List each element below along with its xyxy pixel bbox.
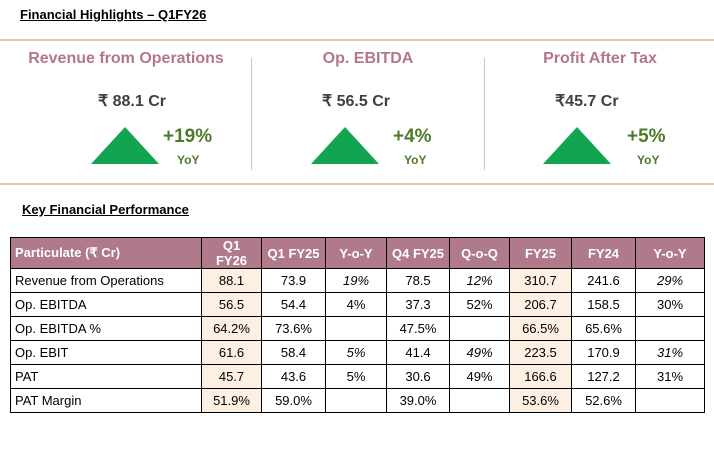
table-cell: 170.9 (571, 340, 636, 365)
table-cell: 45.7 (201, 364, 262, 389)
kpi-period: YoY (177, 153, 200, 167)
table-cell: 53.6% (509, 388, 572, 413)
table-cell (635, 388, 705, 413)
table-cell: 223.5 (509, 340, 572, 365)
table-cell: 58.4 (261, 340, 326, 365)
table-cell (325, 316, 387, 341)
column-header: Q-o-Q (449, 237, 510, 269)
table-cell: 73.6% (261, 316, 326, 341)
kpi-label: Op. EBITDA (322, 50, 414, 67)
page-title: Financial Highlights – Q1FY26 (20, 7, 207, 22)
table-cell: 88.1 (201, 268, 262, 293)
financial-table: Particulate (₹ Cr) Q1 FY26 Q1 FY25 Y-o-Y… (10, 237, 705, 413)
table-cell: 73.9 (261, 268, 326, 293)
table-cell: 65.6% (571, 316, 636, 341)
table-cell: 19% (325, 268, 387, 293)
kpi-change: +5% (627, 126, 666, 147)
kpi-change: +4% (393, 126, 432, 147)
table-cell: PAT Margin (10, 388, 202, 413)
table-cell: 241.6 (571, 268, 636, 293)
table-cell: 31% (635, 364, 705, 389)
up-arrow-icon (311, 127, 379, 164)
table-cell: 310.7 (509, 268, 572, 293)
table-cell: 49% (449, 364, 510, 389)
kpi-value: ₹ 88.1 Cr (98, 93, 166, 110)
table-cell: 30% (635, 292, 705, 317)
column-header: FY25 (509, 237, 572, 269)
table-row: Op. EBITDA % 64.2% 73.6% 47.5% 66.5% 65.… (10, 316, 705, 341)
column-header: Q1 FY25 (261, 237, 326, 269)
table-cell: 31% (635, 340, 705, 365)
table-cell: 37.3 (386, 292, 450, 317)
table-cell: PAT (10, 364, 202, 389)
kpi-label: Profit After Tax (543, 50, 657, 67)
table-cell: 127.2 (571, 364, 636, 389)
table-cell: 29% (635, 268, 705, 293)
table-row: PAT Margin 51.9% 59.0% 39.0% 53.6% 52.6% (10, 388, 705, 413)
table-cell: 206.7 (509, 292, 572, 317)
kpi-value: ₹45.7 Cr (555, 93, 619, 110)
table-cell: 5% (325, 340, 387, 365)
table-cell: 30.6 (386, 364, 450, 389)
table-cell: 5% (325, 364, 387, 389)
table-cell (635, 316, 705, 341)
table-cell: 54.4 (261, 292, 326, 317)
table-cell: 52% (449, 292, 510, 317)
table-cell: 49% (449, 340, 510, 365)
table-cell: 64.2% (201, 316, 262, 341)
table-cell: 51.9% (201, 388, 262, 413)
kpi-divider (251, 58, 252, 170)
column-header: Q1 FY26 (201, 237, 262, 269)
up-arrow-icon (543, 127, 611, 164)
table-cell: 12% (449, 268, 510, 293)
table-cell: 78.5 (386, 268, 450, 293)
top-divider (0, 39, 714, 41)
table-cell: Revenue from Operations (10, 268, 202, 293)
kpi-revenue: Revenue from Operations ₹ 88.1 Cr +19% Y… (11, 50, 241, 167)
table-row: PAT 45.7 43.6 5% 30.6 49% 166.6 127.2 31… (10, 364, 705, 389)
column-header: Q4 FY25 (386, 237, 450, 269)
kpi-pat: Profit After Tax ₹45.7 Cr +5% YoY (485, 50, 714, 167)
table-cell: Op. EBITDA % (10, 316, 202, 341)
table-cell: 39.0% (386, 388, 450, 413)
table-cell: 166.6 (509, 364, 572, 389)
table-cell: 66.5% (509, 316, 572, 341)
table-cell: Op. EBITDA (10, 292, 202, 317)
table-cell: 4% (325, 292, 387, 317)
table-row: Op. EBITDA 56.5 54.4 4% 37.3 52% 206.7 1… (10, 292, 705, 317)
table-cell: 52.6% (571, 388, 636, 413)
column-header: FY24 (571, 237, 636, 269)
table-cell (449, 316, 510, 341)
kpi-ebitda: Op. EBITDA ₹ 56.5 Cr +4% YoY (253, 50, 483, 167)
table-cell (449, 388, 510, 413)
section-divider (0, 183, 714, 185)
kpi-change: +19% (163, 126, 213, 147)
kpi-period: YoY (637, 153, 660, 167)
table-cell (325, 388, 387, 413)
table-cell: 59.0% (261, 388, 326, 413)
table-cell: 47.5% (386, 316, 450, 341)
table-header-row: Particulate (₹ Cr) Q1 FY26 Q1 FY25 Y-o-Y… (10, 237, 705, 269)
table-row: Revenue from Operations 88.1 73.9 19% 78… (10, 268, 705, 293)
kpi-value: ₹ 56.5 Cr (322, 93, 390, 110)
column-header: Particulate (₹ Cr) (10, 237, 202, 269)
column-header: Y-o-Y (635, 237, 705, 269)
up-arrow-icon (91, 127, 159, 164)
table-cell: Op. EBIT (10, 340, 202, 365)
table-row: Op. EBIT 61.6 58.4 5% 41.4 49% 223.5 170… (10, 340, 705, 365)
kpi-period: YoY (404, 153, 427, 167)
kpi-divider (484, 58, 485, 170)
kpi-label: Revenue from Operations (28, 50, 224, 67)
table-cell: 43.6 (261, 364, 326, 389)
column-header: Y-o-Y (325, 237, 387, 269)
table-cell: 61.6 (201, 340, 262, 365)
table-title: Key Financial Performance (22, 202, 189, 217)
table-cell: 56.5 (201, 292, 262, 317)
table-cell: 158.5 (571, 292, 636, 317)
table-cell: 41.4 (386, 340, 450, 365)
